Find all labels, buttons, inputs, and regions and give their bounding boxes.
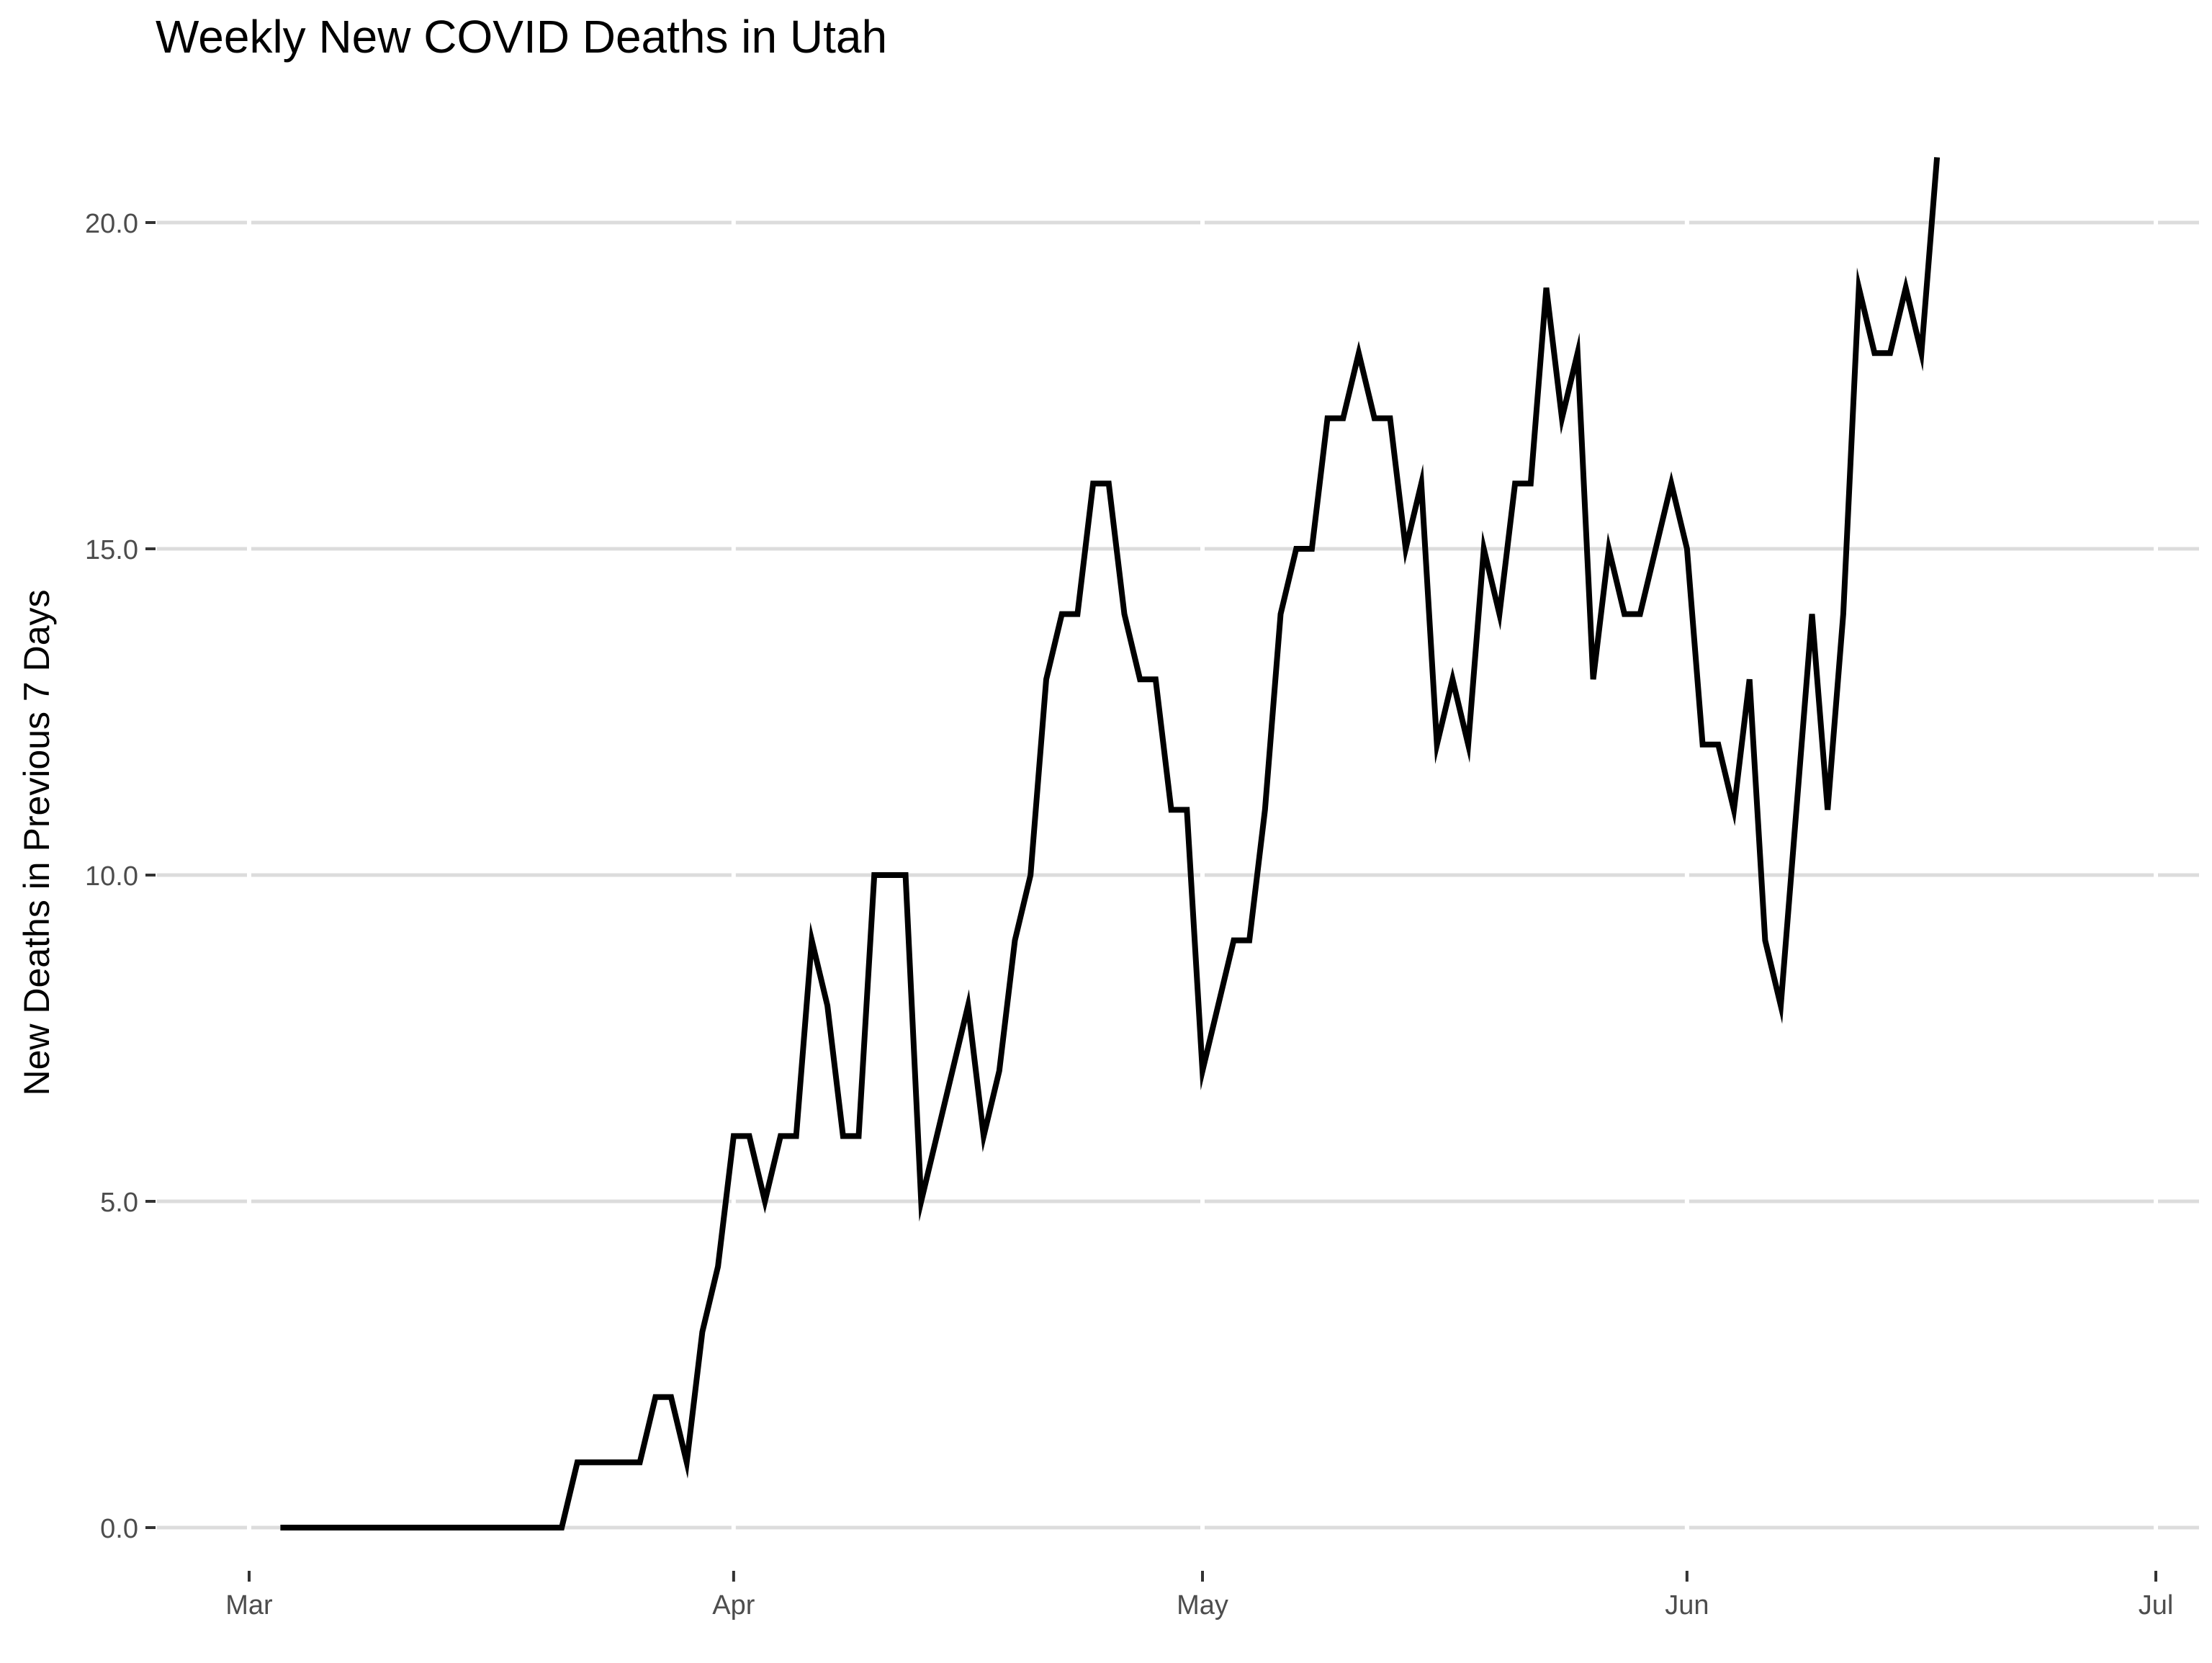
chart-title: Weekly New COVID Deaths in Utah <box>156 11 888 63</box>
series-layer <box>280 157 1941 1530</box>
x-tick-label: Apr <box>712 1590 755 1621</box>
axes: 0.0 5.0 10.0 15.0 20.0 Mar Apr May Jun Jul <box>85 209 2173 1621</box>
gridlines <box>157 220 2199 1530</box>
y-tick-label: 10.0 <box>85 861 138 892</box>
y-tick-label: 5.0 <box>100 1188 138 1218</box>
y-tick-label: 0.0 <box>100 1514 138 1544</box>
x-tick-label: Jul <box>2139 1590 2174 1621</box>
y-tick-label: 20.0 <box>85 209 138 239</box>
x-tick-label: Mar <box>225 1590 273 1621</box>
x-tick-label: May <box>1177 1590 1228 1621</box>
y-axis-label: New Deaths in Previous 7 Days <box>17 589 57 1095</box>
y-tick-label: 15.0 <box>85 535 138 565</box>
x-tick-label: Jun <box>1665 1590 1709 1621</box>
series-line <box>280 157 1941 1530</box>
